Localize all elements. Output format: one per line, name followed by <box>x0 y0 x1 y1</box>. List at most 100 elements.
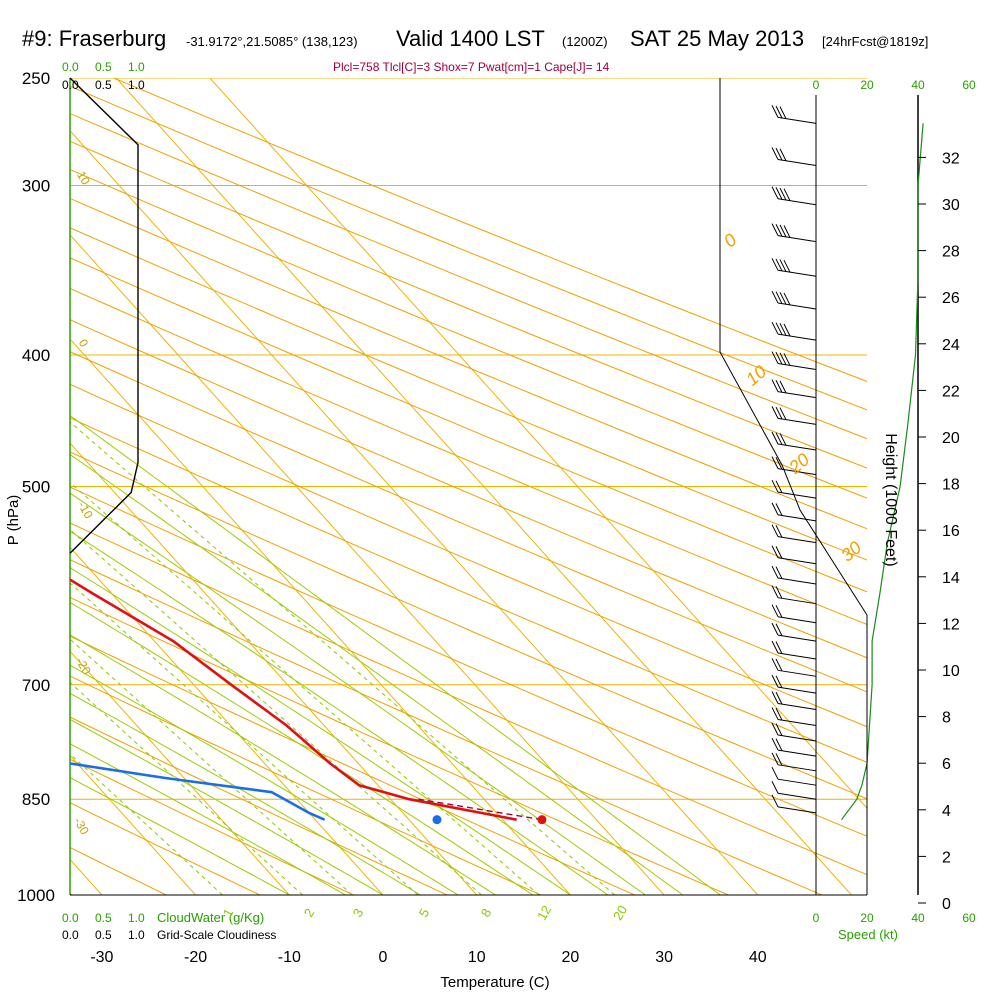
isotherm--20 <box>70 754 196 895</box>
wind-scale-bottom: 0 20 40 60 Speed (kt) <box>813 911 976 942</box>
moist-adiabat <box>70 567 571 895</box>
temperature-tick-10: 10 <box>468 949 486 966</box>
wind-barb <box>771 105 817 124</box>
wind-barb <box>771 752 817 772</box>
isotherm-30 <box>70 234 665 895</box>
dry-adiabat-320 <box>70 559 823 895</box>
wind-tick-top-0: 0 <box>813 78 820 92</box>
wind-tick-bot-2: 40 <box>911 911 925 925</box>
wind-barb <box>771 186 817 206</box>
pressure-tick-400: 400 <box>22 346 50 365</box>
temperature-tick-0: 0 <box>379 949 388 966</box>
pressure-axis-label: P (hPa) <box>5 495 22 546</box>
temperature-tick-20: 20 <box>562 949 580 966</box>
wind-barb <box>771 479 817 499</box>
pressure-tick-700: 700 <box>22 676 50 695</box>
dry-adiabat-330 <box>70 522 867 876</box>
mixing-ratio-labels: 1 2 3 5 8 12 20 <box>220 903 630 923</box>
dry-adiabat-430 <box>70 197 867 530</box>
wind-barb <box>771 722 817 742</box>
cloud-black-bot-2: 1.0 <box>128 928 145 942</box>
cloud-scale-bottom: 0.0 0.5 1.0 CloudWater (g/Kg) 0.0 0.5 1.… <box>62 910 276 942</box>
wind-barb <box>771 766 817 786</box>
dry-adiabat-370 <box>70 383 867 728</box>
wind-barb <box>771 780 817 800</box>
mixing-ratio-label-2: 2 <box>301 906 318 920</box>
temperature-axis-label: Temperature (C) <box>440 974 549 991</box>
dry-adiabat-390 <box>70 319 867 659</box>
wind-barb <box>771 658 817 677</box>
chart-header: #9: Fraserburg -31.9172°,21.5085° (138,1… <box>22 26 928 74</box>
dry-adiabat-460 <box>70 112 867 440</box>
station-title: #9: Fraserburg <box>22 26 166 51</box>
valid-time: Valid 1400 LST <box>396 26 545 51</box>
mixing-ratio-3 <box>70 638 353 895</box>
height-tick-18: 18 <box>942 477 960 494</box>
parcel-trace <box>418 798 543 821</box>
dry-adiabat-label-30: 30 <box>837 537 865 565</box>
height-tick-10: 10 <box>942 663 960 680</box>
background-lines <box>70 78 867 895</box>
height-tick-2: 2 <box>942 849 951 866</box>
temperature-tick-30: 30 <box>655 949 673 966</box>
wind-barb <box>771 321 817 341</box>
wind-barb <box>771 674 817 694</box>
isotherm--10 <box>70 650 290 895</box>
pressure-tick-500: 500 <box>22 478 50 497</box>
mixing-ratio-1 <box>70 753 223 895</box>
temperature-tick--30: -30 <box>90 949 113 966</box>
dry-adiabat-350 <box>70 451 867 800</box>
moist-adiabat <box>70 692 421 895</box>
moist-adiabat <box>70 664 459 895</box>
isotherm-edge-label--30: -30 <box>71 815 92 837</box>
dry-adiabat-270 <box>70 758 354 895</box>
zulu-time: (1200Z) <box>562 34 608 49</box>
wind-barb <box>771 707 817 726</box>
height-tick-12: 12 <box>942 616 960 633</box>
cloud-scale-top: 0.0 0.5 1.0 0.0 0.5 1.0 <box>62 60 145 92</box>
wind-tick-bot-1: 20 <box>860 911 874 925</box>
sounding-profiles <box>70 578 547 825</box>
height-tick-14: 14 <box>942 570 960 587</box>
wind-barb <box>771 622 817 642</box>
dry-adiabat-360 <box>70 417 867 763</box>
wind-barb <box>771 524 817 544</box>
plot-frame <box>69 78 867 896</box>
mixing-ratio-label-20: 20 <box>610 903 630 923</box>
moist-adiabat <box>70 492 646 895</box>
wind-tick-top-2: 40 <box>911 78 925 92</box>
height-tick-16: 16 <box>942 523 960 540</box>
moist-adiabat <box>70 634 496 895</box>
dry-adiabat-label-10: 10 <box>742 361 770 389</box>
moist-adiabat <box>70 453 684 895</box>
cloud-green-bot-1: 0.5 <box>95 911 112 925</box>
wind-barb <box>771 604 817 624</box>
dry-adiabat-280 <box>70 716 448 895</box>
cloud-black-bot-1: 0.5 <box>95 928 112 942</box>
height-tick-32: 32 <box>942 150 960 167</box>
mixing-ratio-label-8: 8 <box>478 906 495 920</box>
wind-barb <box>771 431 817 451</box>
mixing-ratio-label-5: 5 <box>416 906 433 920</box>
wind-barb <box>771 379 817 399</box>
dry-adiabat-410 <box>70 257 867 593</box>
pressure-tick-1000: 1000 <box>17 886 55 905</box>
dry-adiabat-480 <box>113 78 867 383</box>
height-tick-28: 28 <box>942 244 960 261</box>
dry-adiabat-380 <box>70 351 867 693</box>
temperature-axis: -30 -20 -10 0 10 20 30 40 <box>90 949 766 966</box>
height-tick-6: 6 <box>942 756 951 773</box>
cloud-green-top-2: 1.0 <box>128 60 145 74</box>
surface-temperature-marker <box>537 815 547 825</box>
wind-barb <box>771 794 817 814</box>
dry-adiabat-290 <box>70 675 542 895</box>
dry-adiabat-420 <box>70 227 867 561</box>
height-tick-4: 4 <box>942 803 951 820</box>
isotherm-10 <box>70 442 478 895</box>
pressure-tick-850: 850 <box>22 790 50 809</box>
isotherm-0 <box>70 546 384 895</box>
wind-tick-bot-3: 60 <box>962 911 976 925</box>
wind-speed-profile <box>841 123 924 821</box>
isotherm-edge-labels: 100-10-20-30 <box>71 169 96 838</box>
